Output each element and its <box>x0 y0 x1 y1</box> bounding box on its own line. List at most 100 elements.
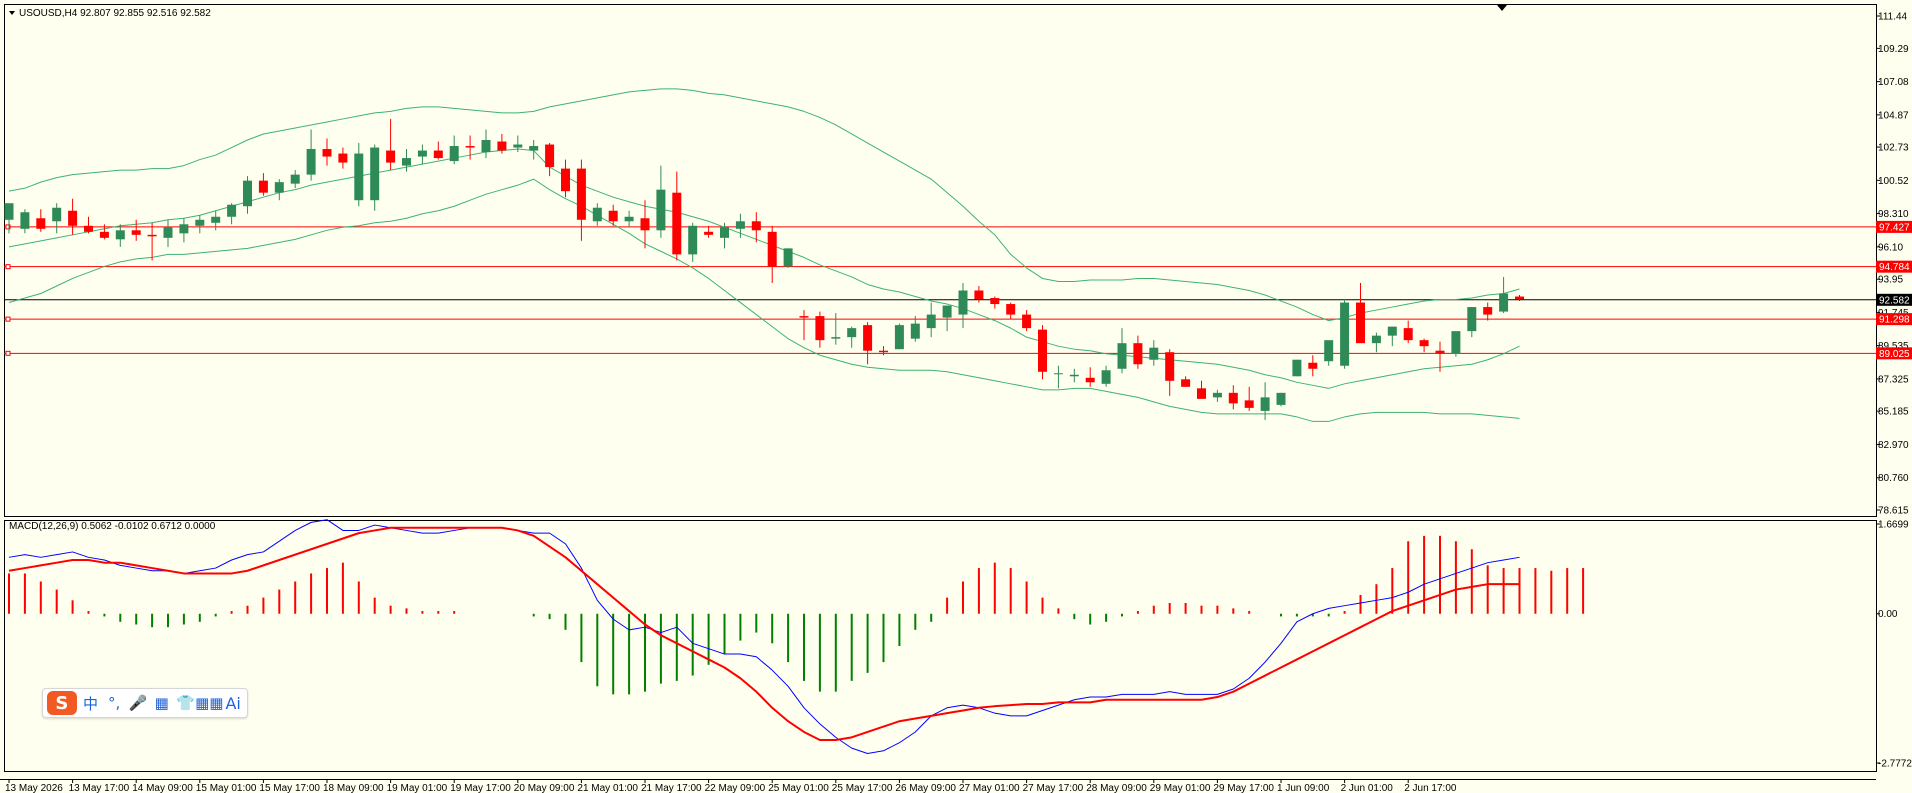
scroll-marker-icon <box>1497 5 1507 11</box>
candle-body <box>274 182 284 193</box>
price-label-box <box>1876 347 1912 360</box>
sogou-logo-icon[interactable]: S <box>47 691 77 715</box>
level-anchor-icon <box>5 264 11 270</box>
time-tick-label: 18 May 09:00 <box>323 783 384 793</box>
price-label-text: 94.784 <box>1879 262 1910 273</box>
price-tick-label: 78.615 <box>1878 506 1909 517</box>
time-tick-label: 2 Jun 17:00 <box>1404 783 1457 793</box>
candle-body <box>1244 400 1254 408</box>
macd-panel-frame <box>4 520 1877 772</box>
candle-body <box>306 149 316 175</box>
price-tick-label: 89.535 <box>1878 341 1909 352</box>
time-tick-label: 19 May 17:00 <box>450 783 511 793</box>
price-tick-label: 107.08 <box>1878 77 1909 88</box>
candle-body <box>1419 340 1429 347</box>
candle-body <box>449 146 459 162</box>
candle-body <box>243 180 252 207</box>
candle-body <box>1435 350 1445 354</box>
candle-body <box>958 290 968 315</box>
candle-body <box>1403 328 1413 341</box>
ai-button[interactable]: Ai <box>225 693 241 713</box>
candle-body <box>608 210 618 222</box>
price-tick-label: 82.970 <box>1878 440 1909 451</box>
candle-body <box>815 316 825 341</box>
bollinger-lower-line <box>8 178 1520 422</box>
time-tick-label: 21 May 01:00 <box>577 783 638 793</box>
candle-body <box>926 314 936 329</box>
time-tick-label: 25 May 01:00 <box>768 783 829 793</box>
skin-icon[interactable]: 👕 <box>176 694 195 712</box>
candle-body <box>1260 397 1270 411</box>
candle-body <box>640 218 650 231</box>
time-tick-label: 26 May 09:00 <box>895 783 956 793</box>
candle-body <box>735 221 745 229</box>
candle-body <box>1515 296 1524 300</box>
macd-tick-label: -2.7772 <box>1878 759 1912 770</box>
candle-body <box>354 153 364 201</box>
candle-body <box>688 225 698 255</box>
candle-body <box>1212 392 1222 398</box>
candle-body <box>52 207 62 222</box>
candle-body <box>1053 373 1063 375</box>
candle-body <box>1149 347 1159 360</box>
macd-main-line <box>8 519 1520 754</box>
candle-body <box>1340 302 1350 366</box>
candle-body <box>115 230 125 240</box>
candle-body <box>767 231 777 267</box>
time-tick-label: 25 May 17:00 <box>832 783 893 793</box>
price-tick-label: 87.325 <box>1878 374 1909 385</box>
candle-body <box>847 328 857 338</box>
price-tick-label: 111.44 <box>1878 12 1908 23</box>
candle-body <box>1451 331 1461 354</box>
candle-body <box>672 192 682 255</box>
bollinger-upper-line <box>8 88 1520 322</box>
candle-body <box>179 224 189 234</box>
candle-body <box>84 225 93 232</box>
time-tick-label: 1 Jun 09:00 <box>1277 783 1330 793</box>
candle-body <box>1371 335 1381 344</box>
time-tick-label: 27 May 01:00 <box>959 783 1020 793</box>
chinese-mode-button[interactable]: 中 <box>82 694 98 713</box>
price-tick-label: 98.310 <box>1878 209 1909 220</box>
candle-body <box>386 150 396 163</box>
candle-body <box>1387 326 1397 336</box>
candle-body <box>195 219 205 226</box>
price-tick-label: 102.73 <box>1878 143 1909 154</box>
candle-body <box>704 231 714 235</box>
chart-menu-triangle-icon <box>9 11 15 15</box>
macd-tick-label: 0.00 <box>1878 609 1898 620</box>
candle-body <box>863 325 873 351</box>
time-tick-label: 2 Jun 01:00 <box>1341 783 1394 793</box>
candle-body <box>942 305 952 318</box>
candle-body <box>99 231 109 238</box>
candle-body <box>1133 343 1143 365</box>
candle-body <box>1181 379 1191 387</box>
candle-body <box>1117 343 1127 369</box>
toolbox-icon[interactable]: ▦▦ <box>195 694 224 712</box>
microphone-icon[interactable]: 🎤 <box>128 694 148 712</box>
candle-body <box>1069 374 1079 377</box>
price-label-text: 91.298 <box>1879 315 1910 326</box>
price-label-text: 92.582 <box>1879 295 1910 306</box>
candle-body <box>1308 362 1318 369</box>
macd-tick-label: 1.6699 <box>1878 520 1909 531</box>
candle-body <box>894 325 904 350</box>
ime-toolbar[interactable]: S 中 °, 🎤 ▦ 👕 ▦▦ Ai <box>42 688 248 718</box>
chart-title: USOUSD,H4 92.807 92.855 92.516 92.582 <box>19 8 211 19</box>
keyboard-icon[interactable]: ▦ <box>154 694 169 712</box>
price-tick-label: 96.10 <box>1878 242 1903 253</box>
candle-body <box>1483 307 1493 315</box>
punctuation-button[interactable]: °, <box>108 694 121 712</box>
candle-body <box>227 204 237 217</box>
candle-body <box>163 227 173 238</box>
candle-body <box>211 216 221 223</box>
time-tick-label: 15 May 17:00 <box>259 783 320 793</box>
candle-body <box>592 207 602 222</box>
price-tick-label: 85.185 <box>1878 407 1909 418</box>
price-label-box <box>1876 293 1912 306</box>
candle-body <box>879 350 888 353</box>
candle-body <box>36 218 46 229</box>
candle-body <box>4 203 14 220</box>
candle-body <box>624 216 634 222</box>
